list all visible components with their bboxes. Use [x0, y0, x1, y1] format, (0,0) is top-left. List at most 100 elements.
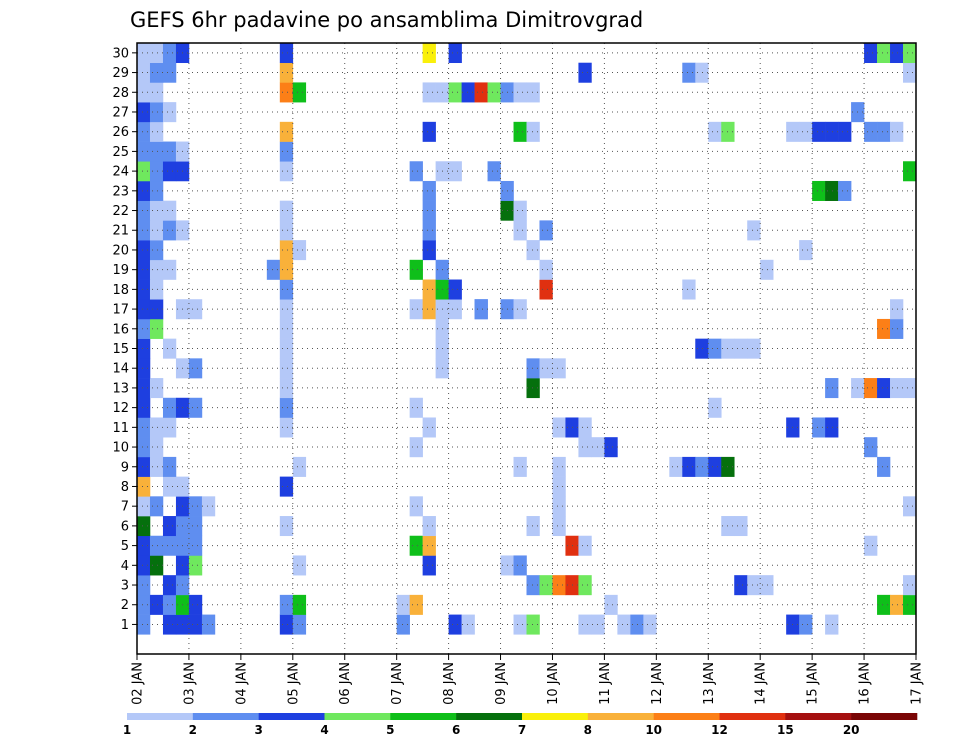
heatmap-cell — [137, 555, 151, 576]
heatmap-cell — [137, 397, 151, 418]
heatmap-cell — [188, 594, 203, 615]
heatmap-cell — [279, 220, 294, 241]
heatmap-cell — [825, 614, 839, 635]
heatmap-cell — [137, 338, 151, 359]
y-tick-label: 13 — [112, 381, 129, 396]
colorbar-label: 1 — [123, 723, 131, 737]
plot-frame — [136, 42, 917, 655]
heatmap-cell — [526, 82, 540, 103]
heatmap-cell — [734, 516, 748, 537]
y-tick-label: 26 — [112, 125, 129, 140]
heatmap-cell — [448, 82, 462, 103]
colorbar-label: 5 — [386, 723, 394, 737]
heatmap-cell — [149, 555, 164, 576]
heatmap-cell — [877, 43, 891, 64]
heatmap-cell — [708, 456, 722, 477]
heatmap-cell — [396, 614, 410, 635]
heatmap-cell — [137, 614, 151, 635]
heatmap-cell — [409, 496, 423, 517]
y-tick-label: 20 — [112, 243, 129, 258]
heatmap-cell — [903, 496, 917, 517]
heatmap-cell — [396, 594, 410, 615]
x-tick-label: 07 JAN — [390, 662, 405, 705]
heatmap-cell — [708, 338, 722, 359]
heatmap-cell — [292, 555, 307, 576]
heatmap-cell — [137, 279, 151, 300]
heatmap-cell — [474, 299, 488, 320]
x-tick-label: 17 JAN — [910, 662, 925, 705]
heatmap-cell — [137, 82, 151, 103]
heatmap-cell — [149, 279, 164, 300]
y-tick-label: 10 — [112, 441, 129, 456]
heatmap-cell — [188, 614, 203, 635]
y-tick-label: 19 — [112, 263, 129, 278]
heatmap-cell — [201, 614, 216, 635]
grid-lines — [136, 43, 917, 660]
heatmap-cell — [604, 437, 618, 458]
heatmap-cell — [448, 279, 462, 300]
heatmap-cell — [448, 299, 462, 320]
heatmap-cell — [513, 121, 527, 142]
heatmap-cell — [526, 378, 540, 399]
heatmap-cell — [279, 338, 294, 359]
y-tick-label: 1 — [121, 618, 129, 633]
heatmap-cell — [422, 555, 436, 576]
heatmap-cell — [825, 121, 839, 142]
colorbar-label: 15 — [777, 723, 794, 737]
heatmap-cell — [162, 594, 177, 615]
heatmap-cell — [409, 437, 423, 458]
heatmap-cell — [669, 456, 683, 477]
colorbar-swatch — [258, 713, 325, 720]
heatmap-cell — [279, 594, 294, 615]
heatmap-cell — [422, 121, 436, 142]
heatmap-cell — [188, 496, 203, 517]
heatmap-cell — [149, 417, 164, 438]
heatmap-cell — [526, 575, 540, 596]
y-tick-label: 29 — [112, 66, 129, 81]
y-tick-label: 14 — [112, 362, 129, 377]
heatmap-cell — [539, 575, 553, 596]
y-tick-label: 9 — [121, 460, 129, 475]
y-tick-label: 15 — [112, 342, 129, 357]
heatmap-cell — [279, 141, 294, 162]
heatmap-cell — [279, 614, 294, 635]
y-tick-label: 17 — [112, 303, 129, 318]
colorbar-swatch — [785, 713, 852, 720]
heatmap-cell — [201, 496, 216, 517]
heatmap-cell — [149, 161, 164, 182]
heatmap-cell — [137, 456, 151, 477]
heatmap-cell — [747, 220, 761, 241]
heatmap-cell — [825, 378, 839, 399]
heatmap-cell — [812, 417, 826, 438]
colorbar-label: 8 — [584, 723, 592, 737]
heatmap-cell — [513, 82, 527, 103]
heatmap-cell — [591, 437, 605, 458]
colorbar-label: 20 — [843, 723, 860, 737]
heatmap-cell — [708, 121, 722, 142]
heatmap-cell — [734, 338, 748, 359]
heatmap-cell — [149, 82, 164, 103]
heatmap-cell — [279, 161, 294, 182]
heatmap-cell — [279, 82, 294, 103]
x-tick-label: 12 JAN — [650, 662, 665, 705]
heatmap-cell — [149, 180, 164, 201]
y-tick-label: 25 — [112, 145, 129, 160]
heatmap-cells — [137, 43, 917, 635]
heatmap-cell — [137, 437, 151, 458]
heatmap-cell — [903, 62, 917, 83]
heatmap-cell — [162, 516, 177, 537]
colorbar-swatch — [390, 713, 457, 720]
heatmap-cell — [279, 43, 294, 64]
heatmap-cell — [149, 378, 164, 399]
y-tick-label: 24 — [112, 165, 129, 180]
heatmap-cell — [890, 121, 904, 142]
heatmap-cell — [149, 496, 164, 517]
y-tick-label: 11 — [112, 421, 129, 436]
y-tick-label: 2 — [121, 598, 129, 613]
heatmap-cell — [149, 535, 164, 556]
y-tick-label: 5 — [121, 539, 129, 554]
heatmap-cell — [799, 121, 813, 142]
heatmap-cell — [279, 516, 294, 537]
heatmap-cell — [552, 516, 566, 537]
heatmap-cell — [149, 102, 164, 123]
